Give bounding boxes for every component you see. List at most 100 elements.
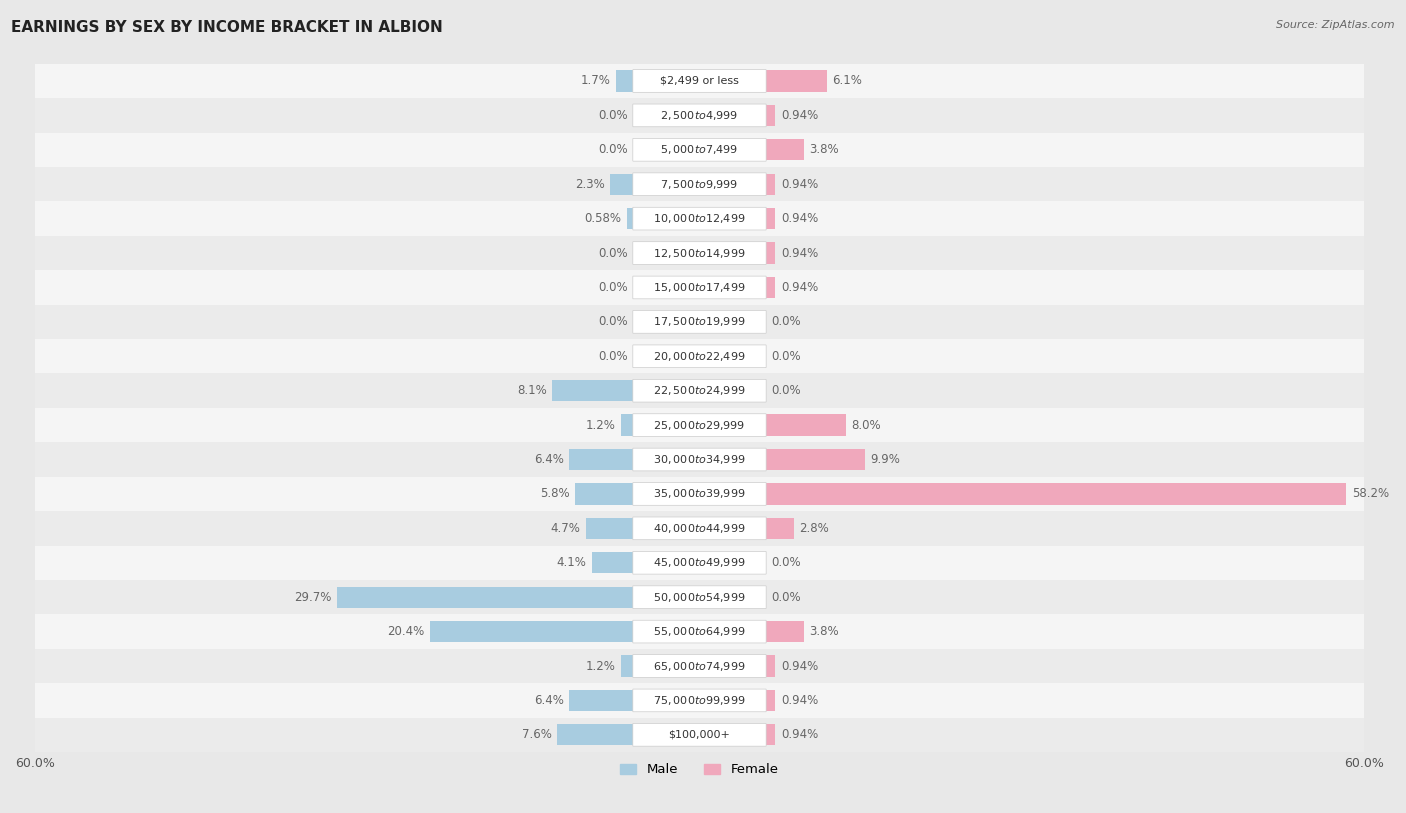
Text: $17,500 to $19,999: $17,500 to $19,999 [654, 315, 745, 328]
Text: $50,000 to $54,999: $50,000 to $54,999 [654, 591, 745, 604]
Text: $35,000 to $39,999: $35,000 to $39,999 [654, 488, 745, 501]
Bar [627, 208, 633, 229]
Bar [766, 415, 845, 436]
Text: 1.7%: 1.7% [581, 75, 610, 88]
Bar [766, 655, 775, 676]
Text: $12,500 to $14,999: $12,500 to $14,999 [654, 246, 745, 259]
Bar [35, 476, 1364, 511]
Bar [766, 689, 775, 711]
Text: $65,000 to $74,999: $65,000 to $74,999 [654, 659, 745, 672]
Text: 0.94%: 0.94% [780, 281, 818, 294]
Text: 0.58%: 0.58% [585, 212, 621, 225]
Text: $40,000 to $44,999: $40,000 to $44,999 [654, 522, 745, 535]
Text: 7.6%: 7.6% [522, 728, 551, 741]
Text: $2,499 or less: $2,499 or less [659, 76, 740, 86]
Text: 6.4%: 6.4% [534, 694, 564, 707]
Text: 8.1%: 8.1% [517, 385, 547, 398]
FancyBboxPatch shape [633, 517, 766, 540]
FancyBboxPatch shape [633, 104, 766, 127]
Bar [35, 511, 1364, 546]
FancyBboxPatch shape [633, 586, 766, 609]
Bar [430, 621, 633, 642]
Bar [35, 167, 1364, 202]
Bar [766, 724, 775, 746]
FancyBboxPatch shape [633, 70, 766, 93]
Bar [35, 683, 1364, 718]
FancyBboxPatch shape [633, 345, 766, 367]
Text: EARNINGS BY SEX BY INCOME BRACKET IN ALBION: EARNINGS BY SEX BY INCOME BRACKET IN ALB… [11, 20, 443, 35]
Text: 5.8%: 5.8% [540, 488, 569, 501]
FancyBboxPatch shape [633, 380, 766, 402]
Text: 3.8%: 3.8% [810, 625, 839, 638]
FancyBboxPatch shape [633, 241, 766, 264]
Bar [35, 580, 1364, 615]
Text: Source: ZipAtlas.com: Source: ZipAtlas.com [1277, 20, 1395, 30]
FancyBboxPatch shape [633, 654, 766, 677]
Text: 0.0%: 0.0% [772, 315, 801, 328]
Text: $75,000 to $99,999: $75,000 to $99,999 [654, 694, 745, 707]
Text: 0.94%: 0.94% [780, 728, 818, 741]
Text: 9.9%: 9.9% [870, 453, 900, 466]
Text: 0.0%: 0.0% [598, 143, 627, 156]
Legend: Male, Female: Male, Female [620, 763, 779, 776]
Text: 29.7%: 29.7% [294, 591, 332, 604]
FancyBboxPatch shape [633, 483, 766, 506]
Bar [766, 449, 865, 470]
Text: 4.7%: 4.7% [551, 522, 581, 535]
Bar [569, 689, 633, 711]
Text: $20,000 to $22,499: $20,000 to $22,499 [654, 350, 745, 363]
FancyBboxPatch shape [633, 620, 766, 643]
FancyBboxPatch shape [633, 448, 766, 471]
Bar [35, 615, 1364, 649]
Text: 58.2%: 58.2% [1351, 488, 1389, 501]
Text: 2.3%: 2.3% [575, 178, 605, 191]
Bar [35, 373, 1364, 408]
Text: $10,000 to $12,499: $10,000 to $12,499 [654, 212, 745, 225]
Text: 6.4%: 6.4% [534, 453, 564, 466]
Text: $45,000 to $49,999: $45,000 to $49,999 [654, 556, 745, 569]
Bar [35, 305, 1364, 339]
Text: 8.0%: 8.0% [851, 419, 880, 432]
Bar [35, 98, 1364, 133]
Bar [575, 483, 633, 505]
Bar [557, 724, 633, 746]
Text: 0.0%: 0.0% [772, 385, 801, 398]
Bar [586, 518, 633, 539]
Bar [35, 133, 1364, 167]
Bar [553, 380, 633, 402]
Text: 0.0%: 0.0% [598, 281, 627, 294]
Text: $15,000 to $17,499: $15,000 to $17,499 [654, 281, 745, 294]
FancyBboxPatch shape [633, 173, 766, 196]
Text: 0.0%: 0.0% [598, 246, 627, 259]
FancyBboxPatch shape [633, 414, 766, 437]
Text: $7,500 to $9,999: $7,500 to $9,999 [661, 178, 738, 191]
Bar [766, 139, 804, 160]
FancyBboxPatch shape [633, 724, 766, 746]
Bar [337, 586, 633, 608]
Text: $22,500 to $24,999: $22,500 to $24,999 [654, 385, 745, 398]
Bar [766, 518, 794, 539]
Bar [35, 236, 1364, 270]
Bar [35, 202, 1364, 236]
Text: 6.1%: 6.1% [832, 75, 862, 88]
Text: $5,000 to $7,499: $5,000 to $7,499 [661, 143, 738, 156]
Bar [569, 449, 633, 470]
Bar [766, 208, 775, 229]
Bar [621, 655, 633, 676]
Bar [610, 173, 633, 195]
Text: $2,500 to $4,999: $2,500 to $4,999 [661, 109, 738, 122]
Bar [766, 483, 1346, 505]
Text: $25,000 to $29,999: $25,000 to $29,999 [654, 419, 745, 432]
Bar [35, 546, 1364, 580]
Bar [621, 415, 633, 436]
Bar [35, 270, 1364, 305]
Bar [766, 70, 827, 92]
Bar [35, 63, 1364, 98]
Text: 0.94%: 0.94% [780, 659, 818, 672]
Text: 2.8%: 2.8% [800, 522, 830, 535]
Text: 4.1%: 4.1% [557, 556, 586, 569]
Text: 0.0%: 0.0% [598, 350, 627, 363]
Bar [766, 621, 804, 642]
Text: $55,000 to $64,999: $55,000 to $64,999 [654, 625, 745, 638]
Bar [35, 442, 1364, 476]
